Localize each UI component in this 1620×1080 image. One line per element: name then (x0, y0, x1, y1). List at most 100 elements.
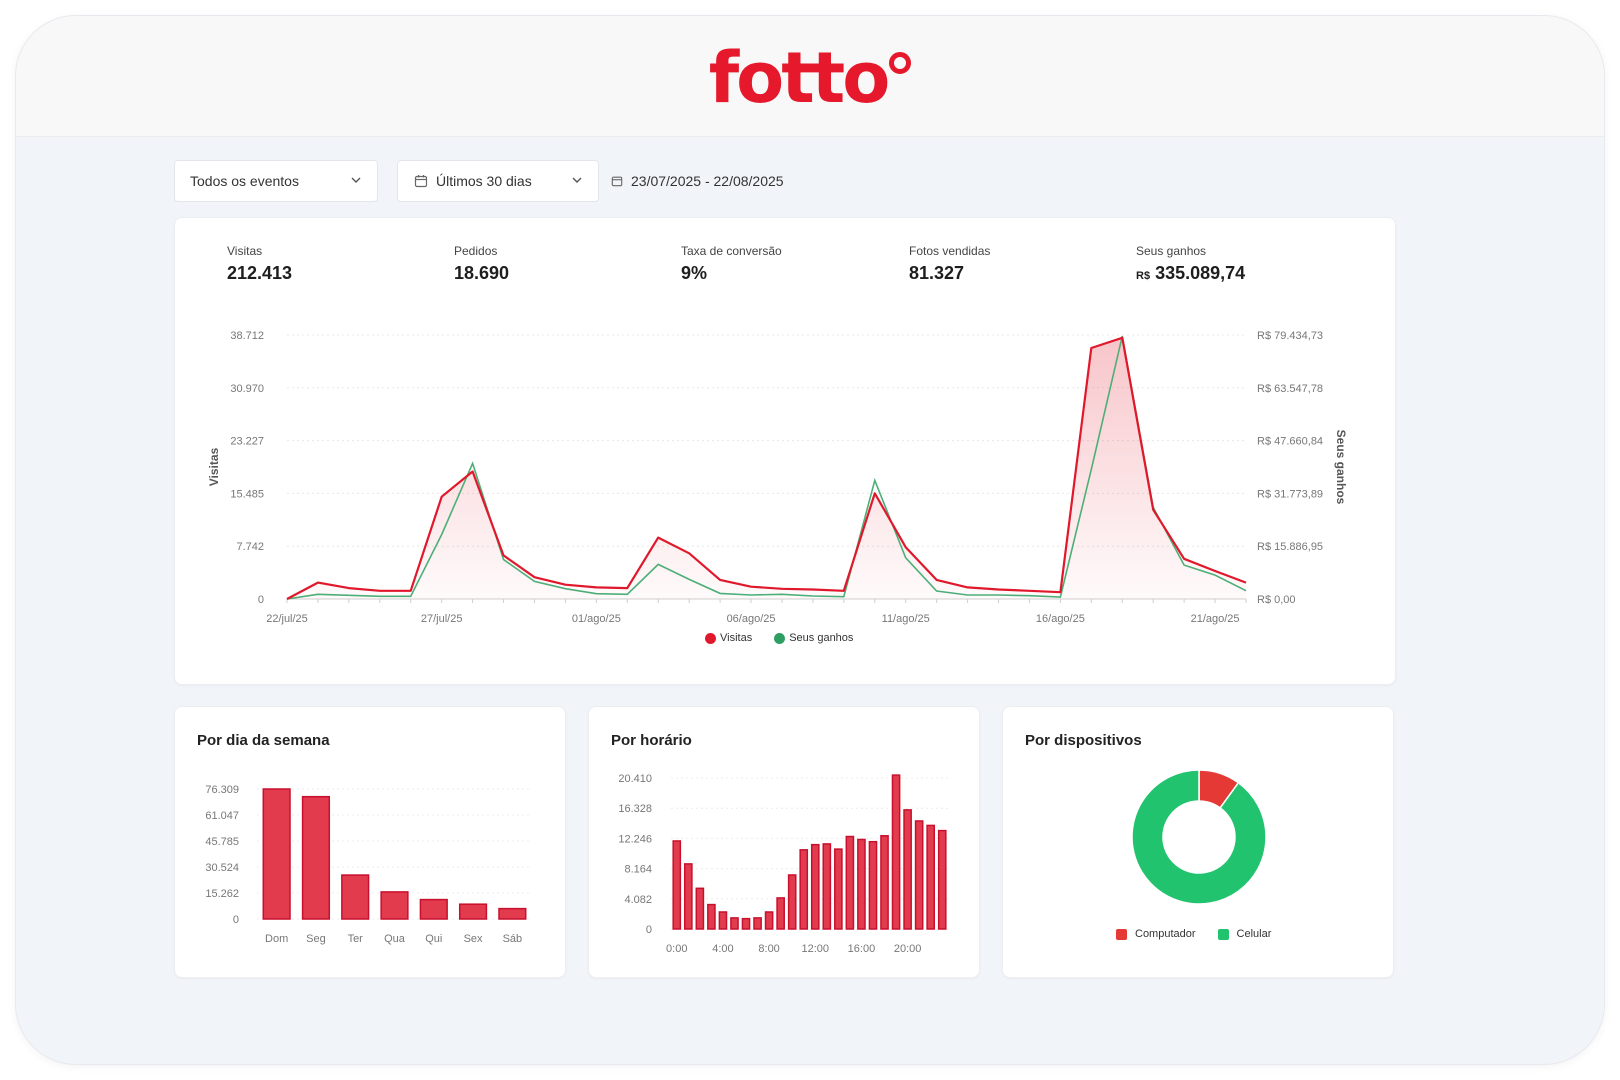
y-tick-left: 30.970 (230, 383, 264, 395)
bar[interactable] (741, 917, 751, 930)
y-tick-label: 4.082 (624, 894, 652, 906)
legend-swatch-ganhos (774, 632, 786, 644)
y-tick-label: 0 (646, 924, 652, 936)
bar[interactable] (262, 788, 291, 920)
bar[interactable] (810, 843, 820, 930)
header-bar: fotto (16, 16, 1604, 137)
date-range-display[interactable]: 23/07/2025 - 22/08/2025 (611, 160, 784, 202)
x-tick-label: Ter (348, 933, 364, 945)
legend-label-ganhos: Seus ganhos (789, 632, 854, 644)
bar[interactable] (834, 848, 843, 930)
bar[interactable] (301, 795, 331, 920)
bar[interactable] (937, 829, 947, 930)
x-tick-label: 16/ago/25 (1036, 613, 1085, 625)
donut-slice[interactable] (1131, 769, 1267, 905)
y-tick-right: R$ 15.886,95 (1257, 541, 1323, 553)
y-tick-left: 15.485 (230, 488, 264, 500)
x-tick-label: Dom (265, 933, 288, 945)
card-title: Por dia da semana (197, 732, 330, 749)
kpi-currency: R$ (1136, 270, 1151, 282)
x-tick-label: 0:00 (666, 943, 687, 955)
bar[interactable] (730, 917, 739, 930)
period-select-value: Últimos 30 dias (436, 173, 532, 189)
kpi-value: 18.690 (454, 263, 510, 283)
legend-swatch-computador (1116, 928, 1127, 940)
x-tick-label: 21/ago/25 (1191, 613, 1240, 625)
bar[interactable] (903, 809, 912, 930)
chevron-down-icon (572, 177, 582, 183)
y-tick-right: R$ 31.773,89 (1257, 488, 1323, 500)
x-tick-label: 22/jul/25 (266, 613, 308, 625)
bar[interactable] (419, 898, 448, 920)
bar[interactable] (845, 835, 855, 930)
kpi-label: Pedidos (454, 244, 498, 258)
bar[interactable] (718, 911, 728, 930)
kpi-value: R$ 335.089,74 (1136, 263, 1245, 284)
app-window: fotto Todos os eventos Últimos 30 dias 2… (16, 16, 1604, 1064)
y-axis-title-right: Seus ganhos (1334, 430, 1348, 505)
bar[interactable] (458, 903, 488, 920)
x-tick-label: 4:00 (712, 943, 733, 955)
legend-swatch-celular (1217, 928, 1229, 940)
y-tick-label: 16.328 (618, 803, 652, 815)
devices-legend: Computador Celular (1116, 928, 1271, 940)
bar[interactable] (776, 897, 785, 930)
kpi-amount: 335.089,74 (1155, 263, 1246, 283)
y-tick-right: R$ 79.434,73 (1257, 330, 1323, 342)
calendar-icon (611, 176, 623, 187)
bar[interactable] (764, 911, 774, 930)
y-tick-right: R$ 0,00 (1257, 594, 1296, 606)
y-tick-label: 30.524 (205, 862, 239, 874)
brand-logo-text: fotto (708, 37, 891, 119)
chart-legend: Visitas Seus ganhos (705, 632, 853, 644)
kpi-pedidos: Pedidos 18.690 (454, 244, 509, 284)
period-select[interactable]: Últimos 30 dias (397, 160, 599, 202)
bar[interactable] (498, 907, 527, 920)
series-line-visitas (286, 336, 1247, 600)
kpi-fotos-vendidas: Fotos vendidas 81.327 (909, 244, 990, 284)
y-axis-title-left: Visitas (207, 447, 221, 486)
card-title: Por dispositivos (1025, 732, 1142, 749)
y-tick-label: 20.410 (618, 773, 652, 785)
x-tick-label: Sáb (503, 933, 523, 945)
bar[interactable] (341, 874, 370, 920)
devices-card: Por dispositivos Computador Celular (1002, 706, 1394, 978)
x-tick-label: 16:00 (848, 943, 876, 955)
kpi-visitas: Visitas 212.413 (227, 244, 292, 284)
bar[interactable] (683, 863, 693, 930)
bar[interactable] (707, 903, 716, 930)
y-tick-right: R$ 63.547,78 (1257, 383, 1323, 395)
y-tick-label: 45.785 (205, 836, 239, 848)
bar[interactable] (857, 838, 866, 930)
hour-bar-chart: 20.410 16.328 12.246 8.164 4.082 0 0:00 4:00 8:0… (618, 773, 948, 955)
bar[interactable] (753, 917, 762, 930)
y-tick-label: 61.047 (205, 810, 239, 822)
kpi-value: 9% (681, 263, 708, 283)
bar[interactable] (787, 874, 797, 930)
hour-card: Por horário 20.410 16.328 12.246 8.164 4.082… (588, 706, 980, 978)
bar[interactable] (914, 820, 924, 930)
kpi-value: 81.327 (909, 263, 965, 283)
event-select[interactable]: Todos os eventos (174, 160, 378, 202)
kpi-ganhos: Seus ganhos R$ 335.089,74 (1136, 244, 1245, 284)
bar[interactable] (822, 843, 832, 930)
kpi-value: 212.413 (227, 263, 293, 283)
bar[interactable] (799, 849, 809, 930)
visitas-area (287, 337, 1246, 599)
bar[interactable] (695, 887, 705, 930)
bar[interactable] (868, 840, 878, 930)
kpi-label: Seus ganhos (1136, 244, 1207, 258)
devices-donut-chart (1131, 769, 1267, 905)
y-tick-label: 0 (233, 914, 239, 926)
x-tick-label: 11/ago/25 (882, 613, 930, 625)
bar[interactable] (380, 891, 409, 920)
bar[interactable] (672, 840, 682, 930)
bar[interactable] (891, 774, 901, 930)
x-tick-label: Qui (425, 933, 442, 945)
event-select-value: Todos os eventos (190, 173, 299, 189)
bar[interactable] (880, 835, 889, 930)
bar[interactable] (926, 824, 936, 930)
legend-label-visitas: Visitas (720, 632, 753, 644)
brand-logo[interactable]: fotto (16, 38, 1604, 118)
card-title: Por horário (611, 732, 692, 749)
